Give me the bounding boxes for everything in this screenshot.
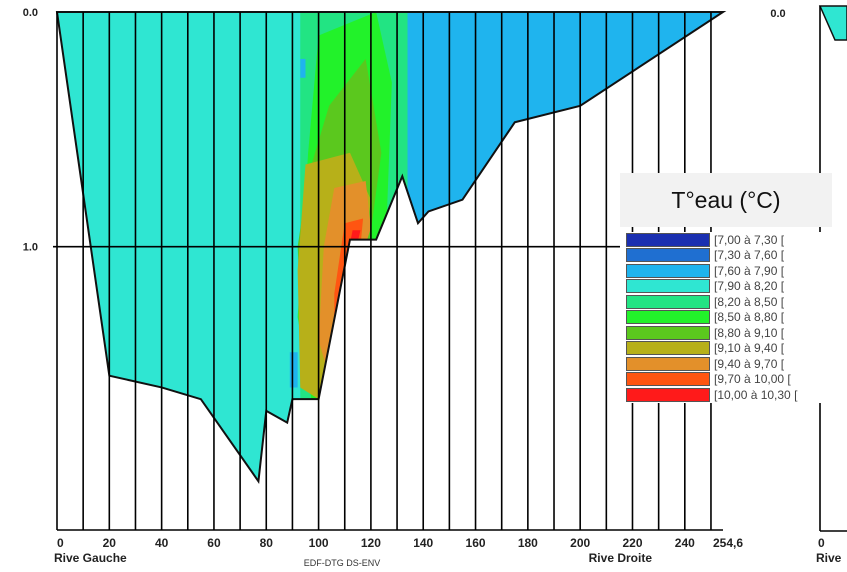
x-tick-label: 120 <box>361 536 381 550</box>
legend-label: [8,20 à 8,50 [ <box>714 294 785 309</box>
legend-swatch <box>626 372 710 387</box>
credit-label: EDF-DTG DS-ENV <box>304 558 381 568</box>
x-tick-label: 100 <box>309 536 329 550</box>
legend-swatch <box>626 279 710 294</box>
x-tick-label: 20 <box>103 536 117 550</box>
legend-item: [8,50 à 8,80 [ <box>626 310 847 326</box>
legend-label: [7,60 à 7,90 [ <box>714 263 785 278</box>
adjacent-section-fragment <box>818 5 847 41</box>
section-outline <box>55 11 727 485</box>
adjacent-bank-label: Rive <box>816 551 842 565</box>
legend-label: [9,70 à 10,00 [ <box>714 372 791 387</box>
x-tick-label: 0 <box>57 536 64 550</box>
x-tick-label: 180 <box>518 536 538 550</box>
y-tick-label: 1.0 <box>23 242 38 254</box>
legend-label: [8,80 à 9,10 [ <box>714 325 785 340</box>
legend-swatch <box>626 232 710 247</box>
x-tick-label: 80 <box>260 536 274 550</box>
legend-item: [7,00 à 7,30 [ <box>626 232 847 248</box>
legend-swatch <box>626 248 710 263</box>
legend-swatch <box>626 310 710 325</box>
legend-item: [7,30 à 7,60 [ <box>626 248 847 264</box>
x-tick-label: 240 <box>675 536 695 550</box>
legend-swatch <box>626 263 710 278</box>
bank-left-label: Rive Gauche <box>54 551 127 565</box>
legend-item: [7,90 à 8,20 [ <box>626 279 847 295</box>
legend-swatch <box>626 325 710 340</box>
legend-label: [10,00 à 10,30 [ <box>714 387 798 402</box>
legend-title: T°eau (°C) <box>671 186 781 213</box>
y-tick-label: 0.0 <box>23 7 38 19</box>
x-tick-label: 60 <box>207 536 221 550</box>
legend-item: [8,20 à 8,50 [ <box>626 294 847 310</box>
legend-swatch <box>626 294 710 309</box>
legend-item: [9,70 à 10,00 [ <box>626 372 847 388</box>
legend-label: [9,40 à 9,70 [ <box>714 356 785 371</box>
legend-label: [9,10 à 9,40 [ <box>714 341 785 356</box>
legend-swatch <box>626 387 710 402</box>
adjacent-y-tick: 0.0 <box>770 8 785 20</box>
x-tick-label: 254,6 <box>713 536 743 550</box>
legend-item: [10,00 à 10,30 [ <box>626 387 847 403</box>
legend-item: [7,60 à 7,90 [ <box>626 263 847 279</box>
x-tick-label: 200 <box>570 536 590 550</box>
legend-item: [9,40 à 9,70 [ <box>626 356 847 372</box>
zone-patch-top-blue <box>300 58 306 78</box>
zone-patch-left-blue <box>289 352 298 388</box>
legend-label: [7,30 à 7,60 [ <box>714 248 785 263</box>
section-fill-base <box>57 12 723 482</box>
legend-swatch <box>626 356 710 371</box>
legend: [7,00 à 7,30 [[7,30 à 7,60 [[7,60 à 7,90… <box>620 232 847 403</box>
legend-label: [7,00 à 7,30 [ <box>714 232 785 247</box>
legend-item: [9,10 à 9,40 [ <box>626 341 847 357</box>
legend-item: [8,80 à 9,10 [ <box>626 325 847 341</box>
legend-label: [7,90 à 8,20 [ <box>714 279 785 294</box>
legend-title-box: T°eau (°C) <box>620 173 832 227</box>
x-tick-label: 40 <box>155 536 169 550</box>
x-tick-label: 140 <box>413 536 433 550</box>
legend-label: [8,50 à 8,80 [ <box>714 310 785 325</box>
bank-right-label: Rive Droite <box>589 551 653 565</box>
x-tick-label: 160 <box>466 536 486 550</box>
x-tick-label: 220 <box>622 536 642 550</box>
adjacent-x-tick: 0 <box>818 536 825 550</box>
legend-swatch <box>626 341 710 356</box>
